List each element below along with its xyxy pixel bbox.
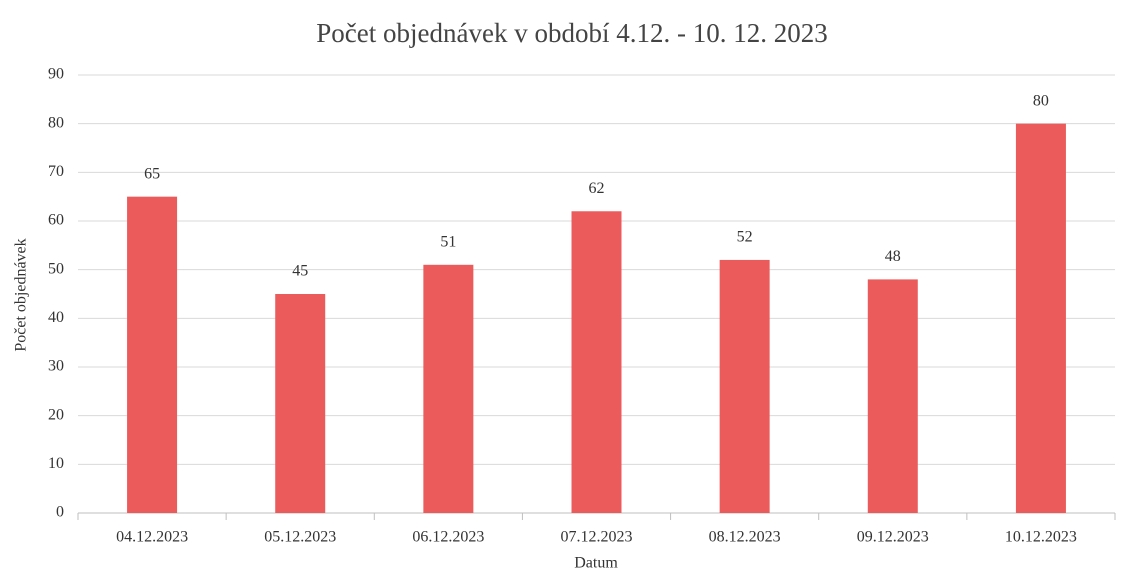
x-tick-label: 06.12.2023 [412, 529, 484, 546]
y-tick-label: 10 [48, 455, 64, 472]
data-label: 51 [440, 233, 456, 250]
y-tick-label: 70 [48, 163, 64, 180]
bar [275, 294, 326, 513]
data-label: 45 [292, 263, 308, 280]
data-label: 48 [885, 248, 901, 265]
x-tick-label: 08.12.2023 [709, 529, 781, 546]
x-tick-label: 05.12.2023 [264, 529, 336, 546]
bar [867, 279, 918, 513]
data-label: 65 [144, 165, 160, 182]
y-tick-label: 50 [48, 260, 64, 277]
x-tick-label: 07.12.2023 [561, 529, 633, 546]
y-axis-label: Počet objednávek [13, 238, 30, 351]
y-tick-label: 60 [48, 212, 64, 229]
bar [1015, 123, 1066, 514]
y-tick-label: 0 [56, 504, 64, 521]
y-tick-label: 20 [48, 406, 64, 423]
y-tick-label: 40 [48, 309, 64, 326]
chart-title: Počet objednávek v období 4.12. - 10. 12… [316, 18, 827, 48]
x-tick-label: 10.12.2023 [1005, 529, 1077, 546]
x-tick-label: 09.12.2023 [857, 529, 929, 546]
data-label: 80 [1033, 92, 1049, 109]
y-tick-label: 30 [48, 358, 64, 375]
x-axis-label: Datum [574, 555, 618, 572]
y-tick-label: 90 [48, 66, 64, 83]
bar [571, 211, 622, 513]
y-tick-label: 80 [48, 114, 64, 131]
data-label: 52 [737, 229, 753, 246]
data-label: 62 [589, 180, 605, 197]
bar [423, 264, 474, 513]
bar [127, 196, 178, 513]
x-tick-label: 04.12.2023 [116, 529, 188, 546]
bar [719, 259, 770, 513]
